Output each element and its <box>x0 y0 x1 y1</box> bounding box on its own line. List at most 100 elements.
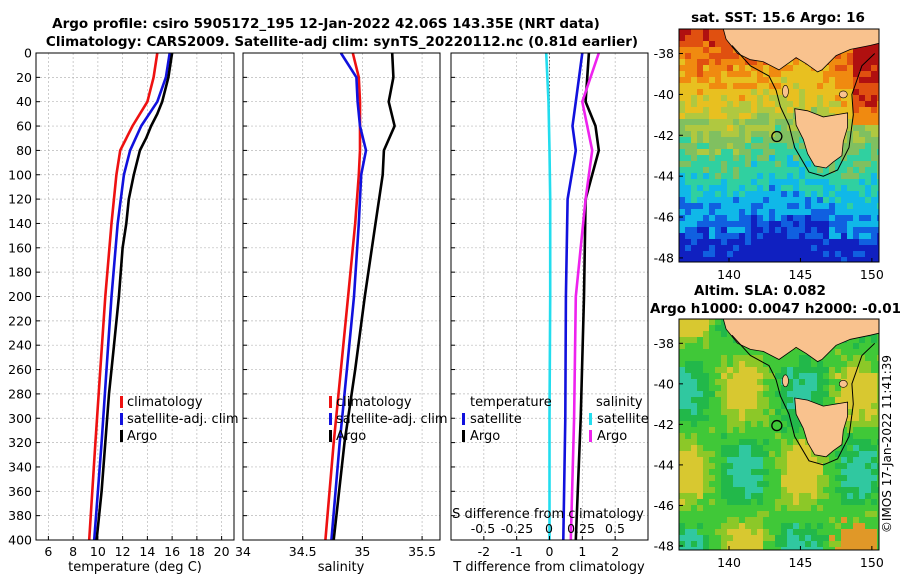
map-cell <box>793 149 799 155</box>
map-cell <box>829 511 835 517</box>
map-cell <box>733 233 739 239</box>
map-cell <box>787 535 793 541</box>
map-cell <box>865 101 871 107</box>
map-cell <box>835 161 841 167</box>
map-cell <box>865 89 871 95</box>
map-cell <box>853 487 859 493</box>
map-cell <box>877 349 879 355</box>
map-cell <box>769 65 775 71</box>
map-cell <box>715 83 721 89</box>
map-cell <box>715 71 721 77</box>
map-cell <box>703 409 709 415</box>
map-cell <box>739 535 745 541</box>
map-cell <box>871 131 877 137</box>
map-cell <box>685 65 691 71</box>
map-cell <box>841 529 847 535</box>
legend-label-satellite: satellite-adj. clim <box>336 412 448 427</box>
map-cell <box>775 245 781 251</box>
map-cell <box>877 343 879 349</box>
map-cell <box>685 367 691 373</box>
map-cell <box>775 185 781 191</box>
map-cell <box>877 65 879 71</box>
map-cell <box>685 541 691 547</box>
map-cell <box>847 391 853 397</box>
map-cell <box>841 367 847 373</box>
map-cell <box>871 361 877 367</box>
map-cell <box>877 71 879 77</box>
map-cell <box>781 433 787 439</box>
map-cell <box>859 83 865 89</box>
map-cell <box>691 433 697 439</box>
map-cell <box>871 53 877 59</box>
map-cell <box>811 71 817 77</box>
map-cell <box>871 517 877 523</box>
map-cell <box>733 83 739 89</box>
map-cell <box>817 457 823 463</box>
map-cell <box>679 349 685 355</box>
map-cell <box>811 173 817 179</box>
map-cell <box>739 475 745 481</box>
map-cell <box>859 493 865 499</box>
map-cell <box>685 227 691 233</box>
map-cell <box>721 209 727 215</box>
map-cell <box>685 119 691 125</box>
map-cell <box>841 457 847 463</box>
map-cell <box>781 203 787 209</box>
map-cell <box>739 59 745 65</box>
map-cell <box>697 451 703 457</box>
map-cell <box>703 83 709 89</box>
map-cell <box>679 403 685 409</box>
map-cell <box>853 233 859 239</box>
map-cell <box>871 59 877 65</box>
map-cell <box>679 185 685 191</box>
map-cell <box>679 325 685 331</box>
map-cell <box>877 475 879 481</box>
map-cell <box>739 463 745 469</box>
map-cell <box>691 89 697 95</box>
map-cell <box>733 409 739 415</box>
map-cell <box>715 221 721 227</box>
map-cell <box>859 191 865 197</box>
bathymetry-contour <box>731 45 876 177</box>
map-cell <box>733 385 739 391</box>
map-cell <box>823 397 829 403</box>
map-cell <box>751 113 757 119</box>
map-cell <box>829 191 835 197</box>
map-cell <box>823 221 829 227</box>
map-cell <box>757 221 763 227</box>
map-cell <box>739 439 745 445</box>
map-cell <box>715 101 721 107</box>
map-cell <box>685 161 691 167</box>
map-cell <box>685 41 691 47</box>
map-cell <box>721 245 727 251</box>
map-cell <box>799 541 805 547</box>
map-cell <box>877 89 879 95</box>
map-cell <box>709 541 715 547</box>
map-cell <box>769 481 775 487</box>
map-cell <box>859 361 865 367</box>
map-cell <box>787 227 793 233</box>
map-cell <box>739 149 745 155</box>
map-cell <box>877 143 879 149</box>
map-cell <box>685 221 691 227</box>
map-cell <box>757 185 763 191</box>
map-cell <box>709 373 715 379</box>
map-cell <box>859 137 865 143</box>
map-cell <box>829 95 835 101</box>
map-cell <box>757 451 763 457</box>
map-cell <box>865 95 871 101</box>
map-cell <box>877 137 879 143</box>
map-cell <box>775 113 781 119</box>
map-cell <box>835 391 841 397</box>
map-cell <box>847 529 853 535</box>
map-cell <box>697 535 703 541</box>
map-cell <box>877 227 879 233</box>
x-tick-label: -2 <box>478 544 490 559</box>
map-cell <box>793 421 799 427</box>
map-cell <box>685 481 691 487</box>
map-cell <box>745 517 751 523</box>
map-cell <box>817 101 823 107</box>
y-tick-label: 160 <box>8 240 32 255</box>
map-cell <box>775 409 781 415</box>
map-cell <box>685 385 691 391</box>
